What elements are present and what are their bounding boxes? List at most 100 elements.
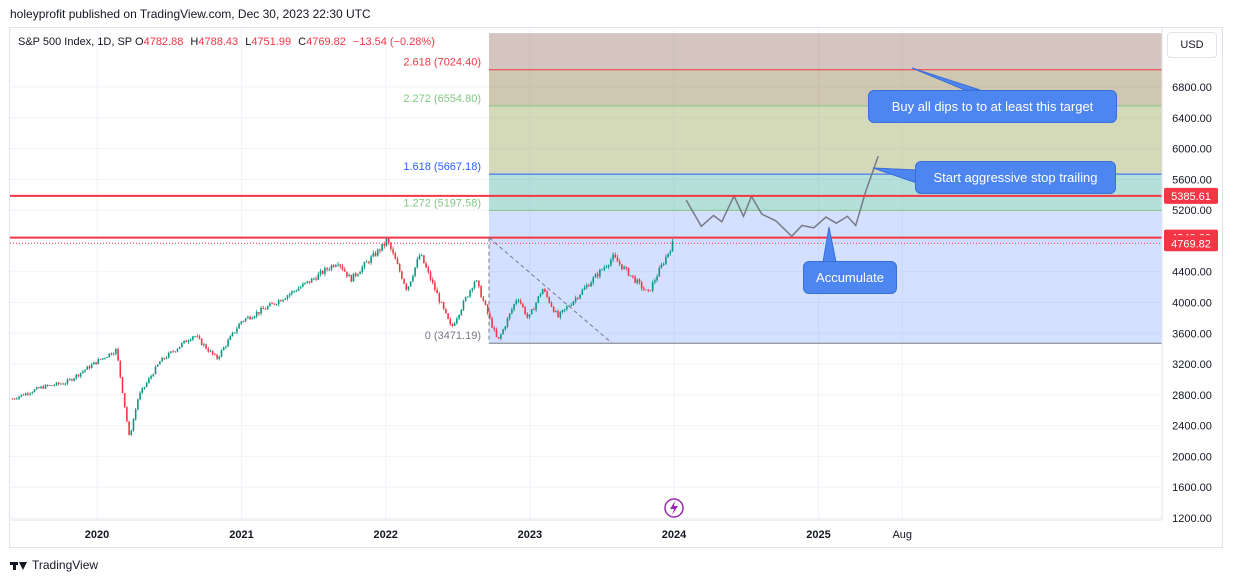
callout-buy-dips[interactable]: Buy all dips to to at least this target xyxy=(868,90,1117,123)
low-label: L xyxy=(245,36,252,48)
candle-body xyxy=(658,268,661,277)
candle-body xyxy=(11,398,14,400)
candle-body xyxy=(167,352,170,358)
candle-body xyxy=(357,274,359,276)
y-tick-label: 6400.00 xyxy=(1172,113,1212,125)
candle-body xyxy=(379,249,381,251)
candle-body xyxy=(198,336,201,339)
candle-body xyxy=(636,279,639,283)
candle-body xyxy=(249,316,251,320)
candle-body xyxy=(574,297,577,302)
candle-body xyxy=(497,336,500,339)
candle-body xyxy=(629,275,632,277)
candle-body xyxy=(82,371,84,373)
horizontal-lines xyxy=(10,194,1162,244)
price-tag-box xyxy=(1164,235,1218,252)
candle-body xyxy=(535,302,537,310)
candle-body xyxy=(112,353,115,355)
y-tick-label: 2800.00 xyxy=(1172,390,1212,402)
candle-body xyxy=(68,379,71,380)
candle-body xyxy=(537,296,540,303)
footer: TradingView xyxy=(10,558,98,572)
candle-body xyxy=(53,385,56,386)
candle-body xyxy=(550,302,553,307)
candle-body xyxy=(101,358,104,360)
callout-accumulate[interactable]: Accumulate xyxy=(803,261,897,294)
candle-body xyxy=(176,348,179,352)
candle-body xyxy=(618,261,621,265)
candle-body xyxy=(104,357,106,359)
candle-body xyxy=(548,297,551,303)
candle-body xyxy=(236,328,238,333)
candle-body xyxy=(220,350,223,357)
candle-body xyxy=(383,243,386,246)
candle-body xyxy=(16,398,18,400)
candle-body xyxy=(348,275,350,277)
candle-body xyxy=(33,389,36,393)
candle-body xyxy=(115,348,117,354)
candle-body xyxy=(86,366,89,370)
candle-body xyxy=(511,309,513,314)
candle-body xyxy=(60,383,62,385)
candle-body xyxy=(110,353,113,355)
candle-body xyxy=(304,282,306,284)
fib-level-label: 2.272 (6554.80) xyxy=(403,93,481,105)
candle-body xyxy=(159,361,161,365)
candle-body xyxy=(172,351,174,353)
candle-body xyxy=(242,321,245,322)
candle-body xyxy=(38,387,40,389)
open-label: O xyxy=(135,36,144,48)
candle-body xyxy=(156,364,159,367)
y-tick-label: 5600.00 xyxy=(1172,174,1212,186)
candle-body xyxy=(134,409,137,420)
callout-stop-trailing[interactable]: Start aggressive stop trailing xyxy=(915,161,1116,194)
candle-body xyxy=(539,294,542,297)
candle-body xyxy=(95,362,97,364)
candle-body xyxy=(530,309,533,315)
y-tick-label: 4400.00 xyxy=(1172,267,1212,279)
candle-body xyxy=(183,340,185,344)
lightning-icon-bolt xyxy=(670,501,678,515)
candle-body xyxy=(315,278,317,280)
fib-lines: 0 (3471.19) 1.272 (5197.58) 1.618 (5667.18… xyxy=(403,57,1162,344)
candle-body xyxy=(440,301,443,303)
candle-body xyxy=(302,283,304,287)
candle-body xyxy=(643,288,645,290)
candle-body xyxy=(453,323,456,326)
candle-body xyxy=(605,266,608,268)
candle-body xyxy=(621,264,623,269)
candle-body xyxy=(425,263,427,268)
candle-body xyxy=(396,259,399,265)
candle-body xyxy=(524,306,526,315)
candle-body xyxy=(596,274,599,277)
candle-body xyxy=(460,309,463,315)
candle-body xyxy=(482,297,485,301)
candle-body xyxy=(229,336,232,341)
candle-body xyxy=(332,265,335,267)
candle-body xyxy=(35,387,38,390)
candle-body xyxy=(385,238,388,246)
candle-body xyxy=(291,291,293,294)
candle-body xyxy=(570,304,573,306)
candle-body xyxy=(447,313,449,320)
candle-body xyxy=(293,291,295,292)
candle-body xyxy=(577,297,579,299)
candle-body xyxy=(233,332,236,334)
y-tick-label: 5200.00 xyxy=(1172,205,1212,217)
candle-body xyxy=(275,304,278,306)
publisher-line: holeyprofit published on TradingView.com… xyxy=(10,7,371,21)
candle-body xyxy=(649,290,652,292)
candle-body xyxy=(544,289,546,292)
candle-body xyxy=(599,269,601,277)
currency-button[interactable]: USD xyxy=(1167,32,1217,58)
y-axis: 1200.00 1600.00 2000.00 2400.00 2800.00 3200.… xyxy=(1161,28,1212,525)
candle-body xyxy=(163,357,166,359)
candle-body xyxy=(394,253,397,260)
symbol-label: S&P 500 Index, 1D, SP xyxy=(18,36,132,48)
candle-body xyxy=(480,286,482,298)
candles xyxy=(11,237,674,436)
candle-body xyxy=(143,386,146,389)
candle-body xyxy=(203,344,205,346)
fib-zone xyxy=(489,33,1162,70)
